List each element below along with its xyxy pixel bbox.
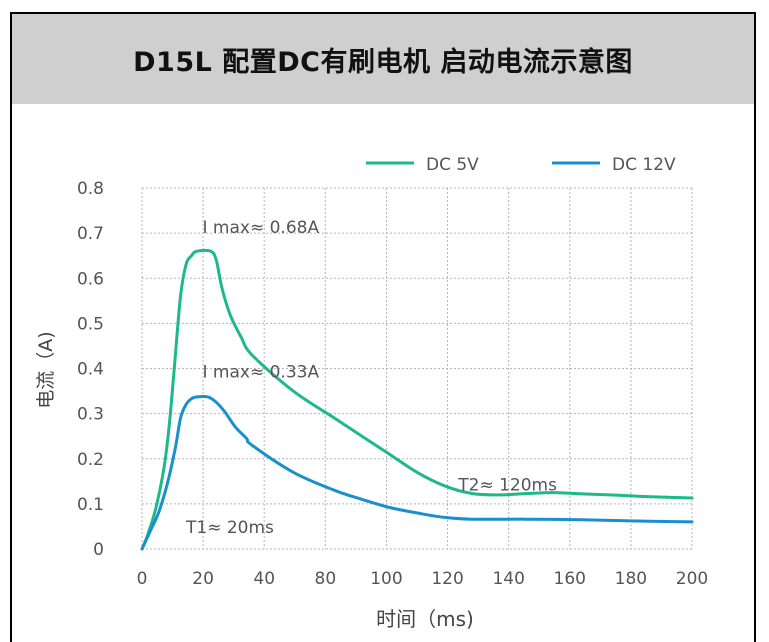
series-lines (140, 248, 694, 551)
x-tick-label: 160 (554, 569, 586, 589)
y-tick-label: 0.7 (77, 224, 104, 244)
y-tick-label: 0.6 (77, 269, 104, 289)
annotations: I max≈ 0.68A I max≈ 0.33A T2≈ 120ms T1≈ 20m… (185, 218, 557, 538)
series-line (140, 248, 694, 551)
annotation-label: T1≈ 20ms (185, 518, 274, 538)
y-axis-label: 电流（A) (35, 331, 57, 408)
y-tick-label: 0.2 (77, 450, 104, 470)
y-tick-label: 0.4 (77, 360, 104, 380)
x-tick-label: 20 (192, 569, 214, 589)
annotation-label: T2≈ 120ms (457, 475, 557, 495)
y-tick-label: 0.8 (77, 179, 104, 199)
x-axis-ticks: 0 20 40 80 100 120 140 160 180 200 (137, 569, 709, 589)
y-tick-label: 0 (93, 540, 104, 560)
x-tick-label: 120 (431, 569, 463, 589)
chart-title: D15L 配置DC有刷电机 启动电流示意图 (133, 46, 633, 78)
x-axis-label: 时间（ms) (376, 607, 474, 631)
title-bar: D15L 配置DC有刷电机 启动电流示意图 (12, 14, 754, 104)
y-axis-ticks: 0 0.1 0.2 0.3 0.4 0.5 0.6 0.7 0.8 (77, 179, 104, 560)
legend-label: DC 12V (612, 155, 676, 175)
legend: DC 5V DC 12V (366, 155, 676, 175)
x-tick-label: 100 (370, 569, 402, 589)
x-tick-label: 80 (315, 569, 337, 589)
x-tick-label: 180 (615, 569, 647, 589)
x-tick-label: 0 (137, 569, 148, 589)
annotation-label: I max≈ 0.68A (203, 218, 320, 238)
y-tick-label: 0.1 (77, 495, 104, 515)
y-tick-label: 0.5 (77, 314, 104, 334)
series-line (140, 394, 694, 551)
x-tick-label: 140 (492, 569, 524, 589)
chart-frame: D15L 配置DC有刷电机 启动电流示意图 (10, 12, 756, 642)
x-tick-label: 40 (253, 569, 275, 589)
legend-label: DC 5V (426, 155, 479, 175)
x-tick-label: 200 (676, 569, 708, 589)
y-tick-label: 0.3 (77, 405, 104, 425)
annotation-label: I max≈ 0.33A (203, 363, 320, 383)
